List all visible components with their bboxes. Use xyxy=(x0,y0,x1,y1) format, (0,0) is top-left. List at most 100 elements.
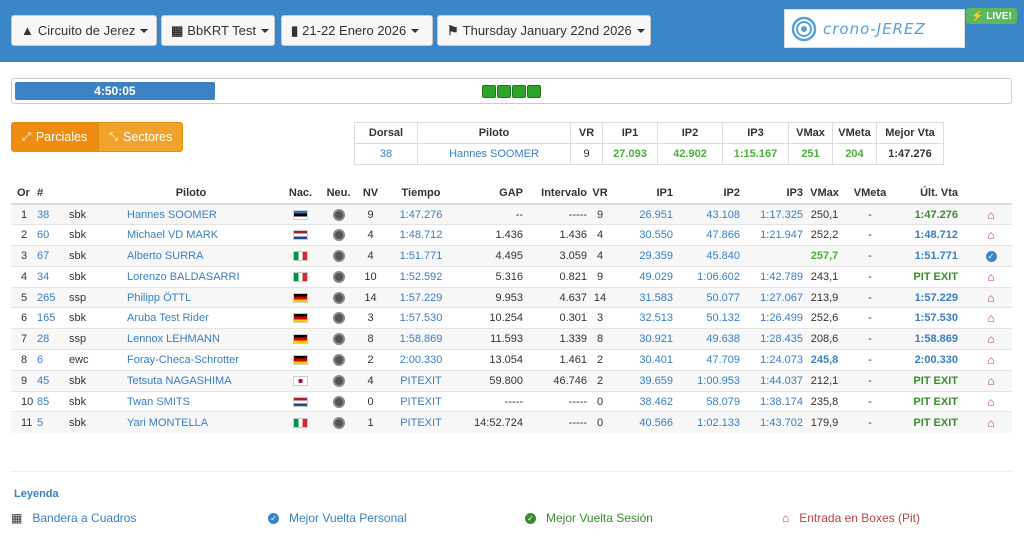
status-icon-cell: ⌂ xyxy=(958,349,1012,371)
tire-icon xyxy=(322,245,355,267)
split-ip2: 1:02.133 xyxy=(673,411,740,433)
flag-indicators xyxy=(482,85,541,98)
table-row[interactable]: 11 5 sbk Yari MONTELLA 1 PITEXIT 14:52.724 ----… xyxy=(11,411,1012,433)
table-row[interactable]: 7 28 ssp Lennox LEHMANN 8 1:58.869 11.593 1.339… xyxy=(11,328,1012,350)
split-ip2: 50.132 xyxy=(673,307,740,329)
rider-number[interactable]: 67 xyxy=(37,245,69,267)
flag-icon: ⚑ xyxy=(447,22,459,38)
rider-name[interactable]: Philipp ÖTTL xyxy=(103,286,279,308)
interval: 0.301 xyxy=(523,307,587,329)
split-ip3: 1:17.325 xyxy=(740,203,803,225)
rider-name[interactable]: Foray-Checa-Schrotter xyxy=(103,349,279,371)
checkered-flag-icon: ▦ xyxy=(11,511,23,525)
gap: 4.495 xyxy=(456,245,523,267)
rider-name[interactable]: Tetsuta NAGASHIMA xyxy=(103,369,279,392)
pit-icon: ⌂ xyxy=(987,332,995,347)
day-label: Thursday January 22nd 2026 xyxy=(462,23,632,38)
day-dropdown[interactable]: ⚑ Thursday January 22nd 2026 xyxy=(437,15,651,46)
finish-speed: - xyxy=(846,369,894,392)
finish-speed: - xyxy=(846,411,894,433)
split-ip1: 39.659 xyxy=(613,369,673,392)
best-value-cell: Hannes SOOMER xyxy=(417,143,571,165)
rider-number[interactable]: 60 xyxy=(37,224,69,246)
best-lap-table: Dorsal Piloto VR IP1 IP2 IP3 VMax VMeta Mejor Vt… xyxy=(354,122,944,165)
rider-name[interactable]: Alberto SURRA xyxy=(103,245,279,267)
column-header: Últ. Vta xyxy=(894,183,958,205)
circuit-dropdown[interactable]: ▲ Circuito de Jerez xyxy=(11,15,157,46)
split-ip1: 40.566 xyxy=(613,411,673,433)
rider-name[interactable]: Michael VD MARK xyxy=(103,224,279,246)
class-label: sbk xyxy=(69,369,103,392)
finish-speed: - xyxy=(846,328,894,350)
max-speed: 250,1 xyxy=(803,203,846,225)
session-progress: 4:50:05 xyxy=(11,78,1012,104)
rider-name[interactable]: Lorenzo BALDASARRI xyxy=(103,265,279,288)
best-header-cell: VMeta xyxy=(832,122,877,144)
gap: 13.054 xyxy=(456,349,523,371)
chevron-down-icon xyxy=(636,28,645,33)
position: 6 xyxy=(11,307,37,329)
laps-count: 4 xyxy=(355,369,386,392)
rider-number[interactable]: 38 xyxy=(37,203,69,225)
tire-icon xyxy=(322,286,355,308)
status-icon-cell: ✓ xyxy=(958,245,1012,267)
finish-speed: - xyxy=(846,307,894,329)
legend-session-best: ✓ Mejor Vuelta Sesión xyxy=(525,511,653,525)
table-row[interactable]: 4 34 sbk Lorenzo BALDASARRI 10 1:52.592 5.316 0… xyxy=(11,265,1012,288)
rider-number[interactable]: 265 xyxy=(37,286,69,308)
split-ip1: 30.550 xyxy=(613,224,673,246)
last-lap: PIT EXIT xyxy=(894,265,958,288)
status-icon-cell: ⌂ xyxy=(958,390,1012,412)
table-row[interactable]: 3 67 sbk Alberto SURRA 4 1:51.771 4.495 3.059 4 2… xyxy=(11,245,1012,267)
lap-time: 1:48.712 xyxy=(386,224,456,246)
table-row[interactable]: 1 38 sbk Hannes SOOMER 9 1:47.276 -- ----- 9 26.9… xyxy=(11,203,1012,225)
position: 9 xyxy=(11,369,37,392)
interval: 1.461 xyxy=(523,349,587,371)
rider-number[interactable]: 34 xyxy=(37,265,69,288)
column-header: Or xyxy=(11,183,37,205)
column-header: VMax xyxy=(803,183,846,205)
rider-name[interactable]: Lennox LEHMANN xyxy=(103,328,279,350)
table-row[interactable]: 2 60 sbk Michael VD MARK 4 1:48.712 1.436 1.436… xyxy=(11,224,1012,246)
nationality-flag-icon xyxy=(279,411,322,433)
rider-name[interactable]: Yari MONTELLA xyxy=(103,411,279,433)
session-dropdown[interactable]: ▦ BbKRT Test xyxy=(161,15,275,46)
split-ip1: 49.029 xyxy=(613,265,673,288)
laps-count: 14 xyxy=(355,286,386,308)
nationality-flag-icon xyxy=(279,390,322,412)
rider-number[interactable]: 85 xyxy=(37,390,69,412)
table-row[interactable]: 9 45 sbk Tetsuta NAGASHIMA 4 PITEXIT 59.800 46.… xyxy=(11,369,1012,392)
rider-number[interactable]: 165 xyxy=(37,307,69,329)
tire-icon xyxy=(322,411,355,433)
finish-speed: - xyxy=(846,224,894,246)
split-ip1: 29.359 xyxy=(613,245,673,267)
last-lap: PIT EXIT xyxy=(894,390,958,412)
table-row[interactable]: 6 165 sbk Aruba Test Rider 3 1:57.530 10.254 0.… xyxy=(11,307,1012,329)
parciales-button[interactable]: ⤢ Parciales xyxy=(11,122,99,152)
tire-icon xyxy=(322,203,355,225)
position: 5 xyxy=(11,286,37,308)
dates-dropdown[interactable]: ▮ 21-22 Enero 2026 xyxy=(281,15,433,46)
pit-icon: ⌂ xyxy=(987,373,995,388)
rider-name[interactable]: Aruba Test Rider xyxy=(103,307,279,329)
class-label: ewc xyxy=(69,349,103,371)
table-row[interactable]: 5 265 ssp Philipp ÖTTL 14 1:57.229 9.953 4.637 1… xyxy=(11,286,1012,308)
class-label: sbk xyxy=(69,224,103,246)
class-label: sbk xyxy=(69,307,103,329)
rider-name[interactable]: Twan SMITS xyxy=(103,390,279,412)
rider-number[interactable]: 5 xyxy=(37,411,69,433)
green-flag-icon xyxy=(482,85,496,98)
gap: 1.436 xyxy=(456,224,523,246)
rider-number[interactable]: 28 xyxy=(37,328,69,350)
rider-name[interactable]: Hannes SOOMER xyxy=(103,203,279,225)
finish-speed: - xyxy=(846,265,894,288)
sectores-button[interactable]: ⤡ Sectores xyxy=(98,122,184,152)
split-ip2: 1:06.602 xyxy=(673,265,740,288)
rider-number[interactable]: 6 xyxy=(37,349,69,371)
rider-number[interactable]: 45 xyxy=(37,369,69,392)
progress-bar: 4:50:05 xyxy=(15,82,215,100)
table-row[interactable]: 8 6 ewc Foray-Checa-Schrotter 2 2:00.330 13.05… xyxy=(11,349,1012,371)
table-row[interactable]: 10 85 sbk Twan SMITS 0 PITEXIT ----- ----- 0 38.4… xyxy=(11,390,1012,412)
best-header-cell: VMax xyxy=(788,122,833,144)
best-header-cell: Mejor Vta xyxy=(876,122,944,144)
